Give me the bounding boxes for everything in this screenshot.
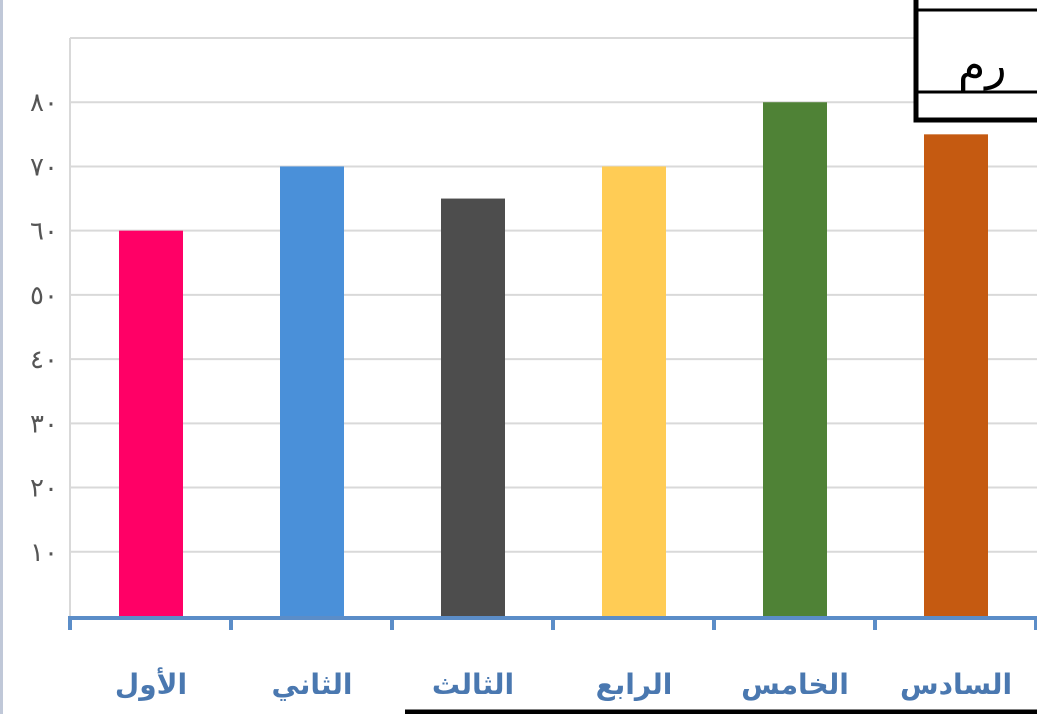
x-tick-label: الخامس xyxy=(741,668,849,701)
y-tick-label: ٧٠ xyxy=(30,152,58,182)
bars xyxy=(119,102,988,617)
bar xyxy=(924,134,988,617)
bar xyxy=(119,230,183,616)
x-tick-label: الثاني xyxy=(272,668,353,701)
bar xyxy=(441,198,505,617)
overlay-box: رم xyxy=(913,0,1037,123)
overlay-box-text: رم xyxy=(958,40,1007,91)
y-axis-tick-labels: ١٠ ٢٠ ٣٠ ٤٠ ٥٠ ٦٠ ٧٠ ٨٠ xyxy=(30,88,58,568)
y-tick-label: ٥٠ xyxy=(30,281,58,311)
x-axis-tick-labels: الأول الثاني الثالث الرابع الخامس السادس xyxy=(115,667,1012,701)
grid-lines xyxy=(69,37,1037,616)
bar xyxy=(763,102,827,616)
left-edge xyxy=(0,0,3,714)
y-tick-label: ٤٠ xyxy=(30,345,58,375)
bar xyxy=(280,166,344,616)
x-tick-label: الأول xyxy=(115,667,187,701)
bar xyxy=(602,166,666,616)
x-tick-label: السادس xyxy=(900,668,1012,701)
y-tick-label: ٢٠ xyxy=(30,474,58,504)
x-axis xyxy=(68,616,1037,630)
x-tick-label: الرابع xyxy=(596,668,673,701)
y-tick-label: ١٠ xyxy=(30,538,58,568)
y-tick-label: ٦٠ xyxy=(30,217,58,247)
x-tick-label: الثالث xyxy=(432,668,514,701)
y-tick-label: ٣٠ xyxy=(30,409,58,439)
overlay-box-frame xyxy=(913,0,1037,123)
y-tick-label: ٨٠ xyxy=(30,88,58,118)
